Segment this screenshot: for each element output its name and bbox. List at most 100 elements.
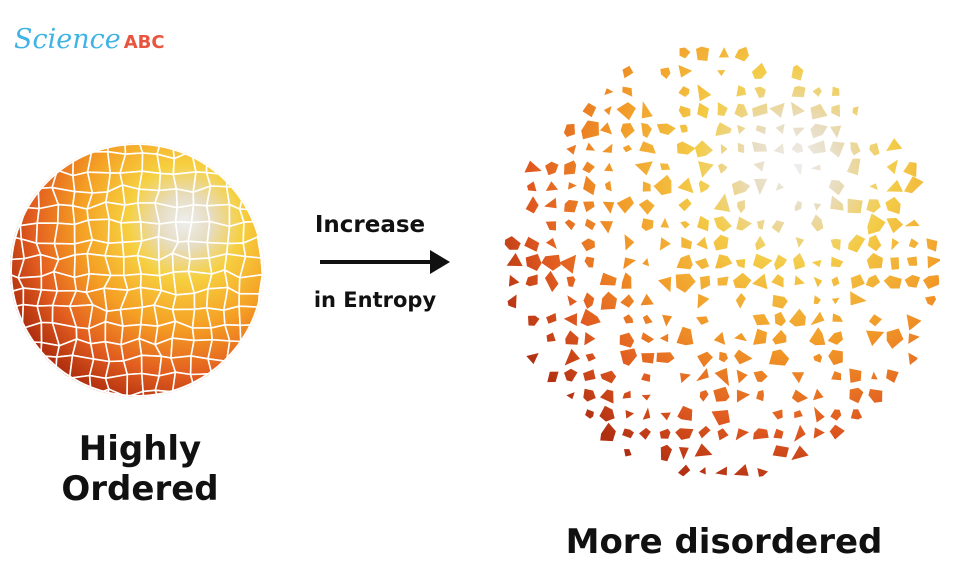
mosaic-tile <box>599 272 617 286</box>
mosaic-tile <box>883 275 902 289</box>
mosaic-tile <box>19 378 44 395</box>
mosaic-tile <box>679 47 691 59</box>
mosaic-tile <box>37 143 60 160</box>
mosaic-tile <box>226 143 244 155</box>
mosaic-tile <box>677 177 694 194</box>
mosaic-tile <box>641 332 655 343</box>
mosaic-tile <box>274 137 294 158</box>
mosaic-tile <box>621 272 632 289</box>
mosaic-tile <box>226 221 245 245</box>
mosaic-tile <box>773 428 784 439</box>
disordered-mosaic <box>504 46 940 480</box>
mosaic-tile <box>852 106 859 116</box>
mosaic-tile <box>756 219 765 230</box>
mosaic-tile <box>794 424 806 442</box>
mosaic-tile <box>735 293 746 309</box>
mosaic-tile <box>582 102 597 118</box>
mosaic-tile <box>849 387 864 404</box>
mosaic-tile <box>583 175 596 196</box>
mosaic-tile <box>752 141 768 152</box>
mosaic-tile <box>52 409 77 429</box>
mosaic-tile <box>719 351 728 363</box>
mosaic-tile <box>544 197 557 209</box>
mosaic-tile <box>278 342 296 358</box>
mosaic-tile <box>238 292 261 308</box>
mosaic-tile <box>830 238 841 251</box>
mosaic-tile <box>56 203 76 226</box>
mosaic-tile <box>622 390 631 399</box>
mosaic-tile <box>53 222 76 245</box>
mosaic-tile <box>564 219 576 231</box>
right-label: More disordered <box>566 522 883 562</box>
mosaic-tile <box>813 276 823 288</box>
mosaic-tile <box>585 409 594 419</box>
mosaic-tile <box>697 215 709 232</box>
mosaic-tile <box>226 150 245 176</box>
mosaic-tile <box>276 304 293 327</box>
mosaic-tile <box>38 392 55 397</box>
mosaic-tile <box>624 234 635 251</box>
mosaic-tile <box>926 238 938 252</box>
mosaic-tile <box>600 389 614 404</box>
mosaic-tile <box>810 311 825 326</box>
mosaic-tile <box>829 424 845 440</box>
mosaic-tile <box>751 62 767 79</box>
mosaic-tile <box>625 410 635 419</box>
mosaic-tile <box>257 202 264 224</box>
mosaic-tile <box>275 238 297 257</box>
mosaic-tile <box>279 325 296 343</box>
mosaic-tile <box>124 410 145 431</box>
mosaic-tile <box>187 220 211 244</box>
mosaic-tile <box>867 213 886 235</box>
mosaic-tile <box>192 389 213 397</box>
mosaic-tile <box>850 291 867 306</box>
mosaic-tile <box>736 369 748 384</box>
mosaic-tile <box>772 294 788 309</box>
mosaic-tile <box>891 238 900 251</box>
mosaic-tile <box>276 288 291 308</box>
mosaic-tile <box>642 181 651 192</box>
mosaic-tile <box>222 375 247 395</box>
mosaic-tile <box>275 409 296 430</box>
mosaic-tile <box>831 256 844 268</box>
mosaic-tile <box>260 252 264 278</box>
mosaic-tile <box>736 85 747 97</box>
mosaic-tile <box>171 292 196 311</box>
mosaic-tile <box>120 221 143 244</box>
mosaic-tile <box>620 123 635 139</box>
mosaic-tile <box>566 392 575 400</box>
mosaic-tile <box>812 87 822 97</box>
mosaic-tile <box>904 176 924 194</box>
mosaic-tile <box>278 276 296 289</box>
mosaic-tile <box>580 308 601 327</box>
mosaic-tile <box>791 64 804 81</box>
mosaic-tile <box>775 182 784 191</box>
mosaic-tile <box>258 377 264 394</box>
mosaic-tile <box>829 141 845 158</box>
mosaic-tile <box>602 143 613 153</box>
mosaic-tile <box>696 46 710 61</box>
mosaic-tile <box>567 295 577 306</box>
mosaic-tile <box>676 141 696 155</box>
mosaic-tile <box>660 67 671 79</box>
mosaic-tile <box>775 123 785 135</box>
mosaic-tile <box>677 405 693 421</box>
mosaic-tile <box>255 168 264 192</box>
mosaic-tile <box>258 143 264 156</box>
mosaic-tile <box>525 253 542 271</box>
mosaic-tile <box>906 256 918 266</box>
mosaic-tile <box>585 142 596 151</box>
mosaic-tile <box>223 391 248 397</box>
mosaic-tile <box>273 204 294 227</box>
mosaic-tile <box>205 150 229 176</box>
mosaic-tile <box>641 353 655 364</box>
mosaic-tile <box>205 185 231 207</box>
mosaic-tile <box>656 352 675 363</box>
mosaic-tile <box>697 102 709 119</box>
mosaic-tile <box>793 163 803 176</box>
mosaic-tile <box>886 328 904 349</box>
mosaic-tile <box>584 256 595 268</box>
mosaic-tile <box>675 273 696 293</box>
mosaic-tile <box>717 428 729 441</box>
mosaic-tile <box>10 340 26 364</box>
